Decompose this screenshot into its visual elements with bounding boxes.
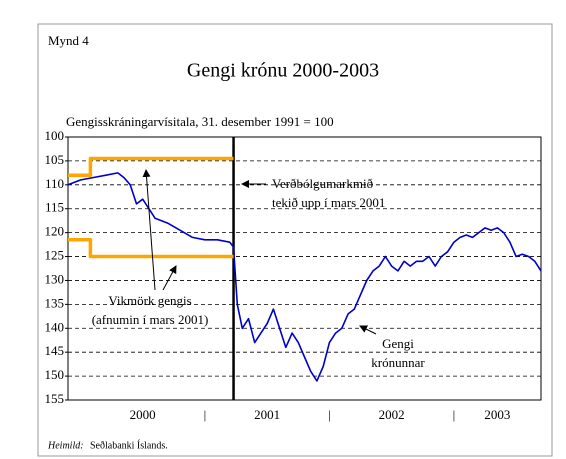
y-tick-label: 135 [45, 295, 65, 310]
y-tick-label: 110 [45, 176, 64, 191]
x-tick-label: 2000 [130, 407, 156, 422]
plot-frame [67, 136, 542, 401]
y-tick-label: 140 [45, 319, 65, 334]
annotation: tekið upp í mars 2001 [272, 195, 385, 210]
annotation: krónunnar [371, 355, 425, 370]
series-line [67, 172, 542, 382]
chart-title: Gengi krónu 2000-2003 [187, 60, 379, 82]
y-tick-label: 145 [45, 343, 65, 358]
year-separator: | [204, 407, 207, 422]
year-separator: | [328, 407, 331, 422]
annotation-arrow [162, 265, 177, 291]
annotation-arrow [359, 325, 377, 335]
series-line [68, 156, 234, 178]
figure-label: Mynd 4 [48, 33, 89, 48]
y-tick-label: 120 [45, 224, 65, 239]
subtitle: Gengisskráningarvísitala, 31. desember 1… [66, 114, 334, 129]
x-tick-label: 2003 [484, 407, 510, 422]
annotation: Verðbólgumarkmið [272, 176, 373, 191]
series-line [68, 238, 234, 259]
year-separator: | [453, 407, 456, 422]
y-tick-label: 150 [45, 367, 65, 382]
source: Seðlabanki Íslands. [90, 439, 168, 451]
y-tick-label: 115 [45, 200, 64, 215]
source-label: Heimild: [47, 440, 84, 451]
annotation: Vikmörk gengis [108, 293, 191, 308]
annotation: Gengi [382, 336, 414, 351]
annotation-arrow [142, 169, 156, 291]
x-tick-label: 2002 [379, 407, 405, 422]
frame [37, 23, 553, 457]
y-tick-label: 100 [45, 128, 65, 143]
y-tick-label: 155 [45, 391, 65, 406]
x-tick-label: 2001 [254, 407, 280, 422]
y-tick-label: 105 [45, 152, 65, 167]
y-tick-label: 130 [45, 271, 65, 286]
y-tick-label: 125 [45, 248, 65, 263]
annotation: (afnumin í mars 2001) [92, 312, 209, 327]
